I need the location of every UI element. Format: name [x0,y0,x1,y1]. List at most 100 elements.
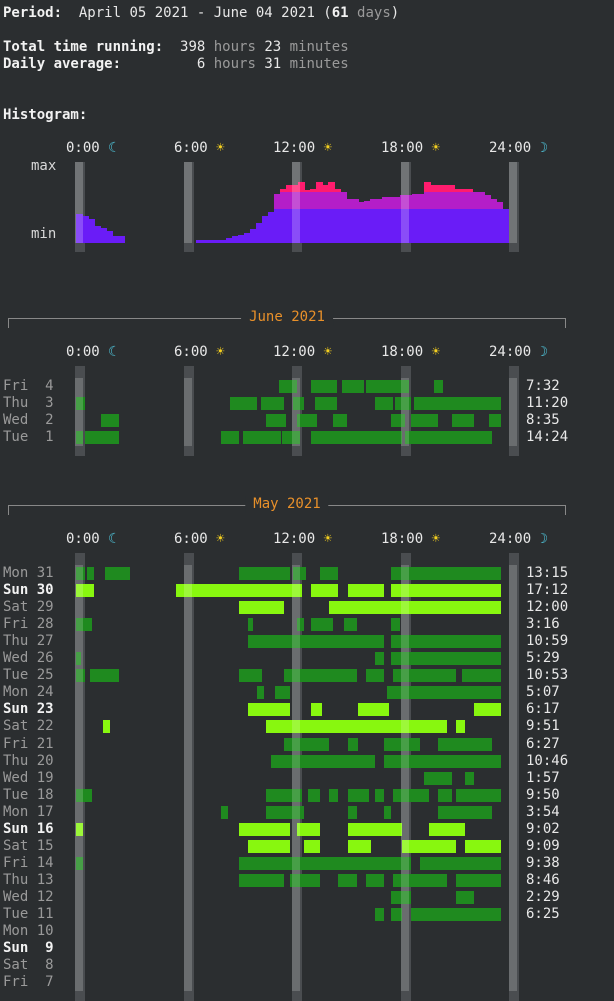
day-label: Sat 8 [3,957,54,974]
histogram-bar [364,209,371,243]
day-total: 5:29 [526,650,560,667]
histogram-bar [376,209,383,243]
hour-guide-overlay [509,565,518,992]
activity-bar [394,397,411,411]
histogram-bar [274,193,281,209]
axis-tick: 18:00 ☀ [381,531,440,548]
activity-bar [76,567,86,580]
histogram-bar [100,227,107,243]
day-number: 1 [45,429,54,446]
day-label: Sun 23 [3,701,54,718]
day-label: Fri 4 [3,378,54,395]
weekday: Tue [3,906,29,922]
day-total: 8:35 [526,412,560,429]
histogram-bar [94,226,101,243]
histogram-bar [424,181,431,192]
hour-guide-overlay [75,378,83,447]
day-label: Fri 28 [3,616,54,633]
activity-bar [229,397,257,411]
activity-bar [238,856,411,870]
axis-tick: 18:00 ☀ [381,140,440,157]
histogram-bar [388,197,395,209]
histogram-bar [226,237,233,243]
day-number: 23 [36,701,54,718]
activity-bar [238,822,290,836]
histogram-bar [298,181,305,192]
activity-bar [284,737,330,751]
hour-guide-overlay [183,378,192,447]
histogram-bar [436,185,443,192]
activity-bar [101,414,120,428]
histogram-bar [442,192,449,209]
day-total: 9:51 [526,718,560,735]
weekday: Fri [3,735,29,752]
month-panel-june: 0:00 ☾ 6:00 ☀ 12:00 ☀ 18:00 ☀ 24:00 ☽ Fri 4 7:… [0,344,614,457]
activity-bar [76,397,86,411]
activity-bar [76,822,84,836]
day-number: 17 [36,803,54,820]
weekday: Sun [3,940,29,957]
activity-bar [220,431,239,445]
activity-bar [410,414,438,428]
histogram-bar [418,193,425,209]
weekday: Wed [3,650,29,667]
activity-bar [175,584,303,598]
day-label: Wed 2 [3,412,54,429]
hour-guide-line [75,366,85,457]
hour-guide-overlay [183,565,192,992]
activity-bar [474,703,502,717]
hour-guide-overlay [75,565,83,992]
day-number: 18 [36,786,54,803]
histogram-bar [424,209,431,243]
day-number: 29 [36,599,54,616]
histogram-bar [448,192,455,209]
histogram-bar [292,209,299,243]
histogram-bar [268,212,275,243]
histogram-bar [484,195,491,209]
histogram-max-label: max [31,158,57,174]
histogram-bar [208,239,215,243]
histogram-bar [280,188,287,192]
day-number: 3 [45,395,54,412]
axis-tick-label: 6:00 [174,531,217,547]
activity-bar [374,788,384,802]
histogram-bar [256,222,263,243]
activity-bar [282,431,301,445]
day-number: 19 [36,769,54,786]
axis-tick-label: 18:00 [381,140,432,156]
day-label: Fri 21 [3,736,54,753]
histogram-bar [466,188,473,192]
histogram-bar [220,239,227,243]
histogram-bar [412,193,419,209]
histogram-bar [478,192,485,209]
histogram-bar [274,209,281,243]
histogram-bar [106,231,113,243]
activity-bar [374,652,384,666]
axis-tick: 12:00 ☀ [273,140,332,157]
activity-bar [278,380,297,393]
histogram-bar [430,209,437,243]
activity-bar [247,839,290,853]
activity-bar [238,873,285,887]
activity-bar [347,839,372,853]
day-label: Sun 9 [3,940,54,957]
activity-bar [414,397,502,411]
activity-bar [428,822,466,836]
histogram-panel: max min 0:00 ☾ 6:00 ☀ 12:00 ☀ 18:00 ☀ 24:00 … [0,140,614,255]
histogram-bar [310,192,317,209]
period-close: ) [390,5,400,21]
histogram-bar [286,185,293,192]
hour-guide-overlay [400,162,409,243]
day-total: 6:25 [526,906,560,922]
sun-icon: ☀ [431,140,441,156]
histogram-bar [334,188,341,192]
histogram-bar [310,188,317,192]
histogram-bar [334,209,341,243]
day-total: 10:59 [526,633,569,650]
axis-tick-label: 24:00 [489,531,540,547]
weekday: Thu [3,633,29,650]
hour-guide-overlay [400,565,409,992]
day-label: Wed 12 [3,889,54,906]
activity-bar [293,397,305,411]
activity-bar [488,414,502,428]
